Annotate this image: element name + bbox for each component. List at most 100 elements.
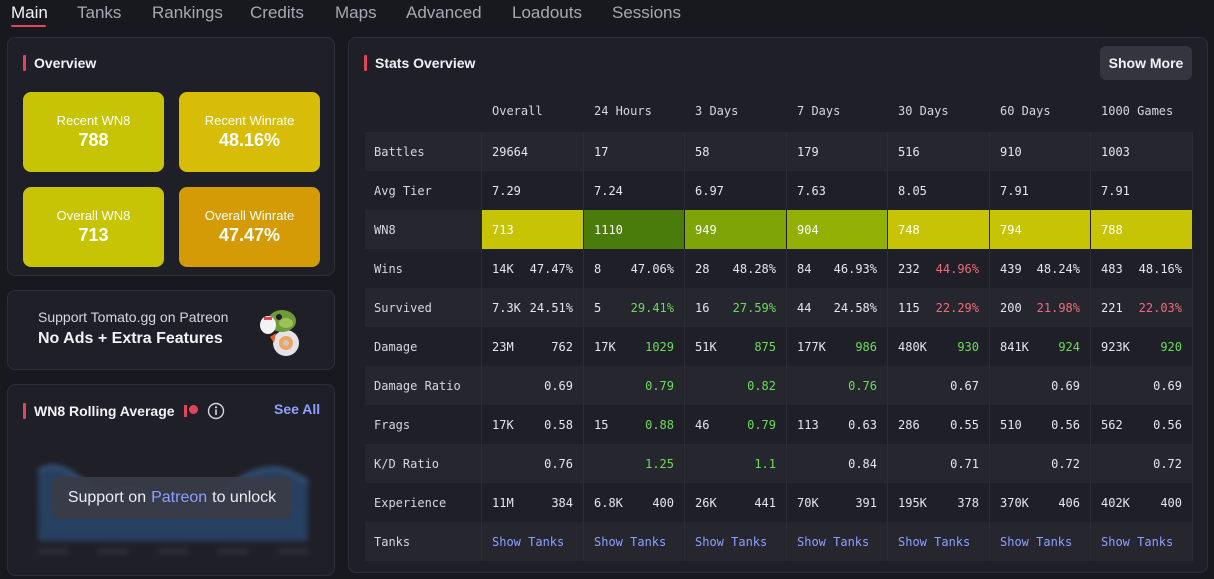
stat-value: 510 <box>1000 417 1022 432</box>
tab-maps[interactable]: Maps <box>335 3 377 22</box>
stat-secondary-value: 47.06% <box>630 261 674 276</box>
show-tanks-link[interactable]: Show Tanks <box>898 534 971 549</box>
stat-secondary-value: 378 <box>957 495 979 510</box>
row-label: Frags <box>365 405 482 444</box>
stat-secondary-value: 0.69 <box>1051 378 1080 393</box>
table-header-row: Overall 24 Hours 3 Days 7 Days 30 Days 60 Day… <box>365 90 1193 132</box>
stat-value: 179 <box>797 144 819 159</box>
stat-value: 480K <box>898 339 927 354</box>
stat-secondary-value: 22.29% <box>935 300 979 315</box>
tab-main[interactable]: Main <box>11 3 48 22</box>
stat-cell: 14K 47.47% <box>482 249 584 288</box>
stat-value: 713 <box>492 222 514 237</box>
stat-cell: 113 0.63 <box>787 405 888 444</box>
patreon-unlock-overlay: Support on Patreon to unlock <box>52 477 292 519</box>
stat-cell: 370K 406 <box>990 483 1091 522</box>
info-icon[interactable] <box>207 402 225 420</box>
stat-value: 177K <box>797 339 826 354</box>
stat-secondary-value: 29.41% <box>630 300 674 315</box>
stat-cell: 7.91 <box>1091 171 1193 210</box>
stat-cell: 232 44.96% <box>888 249 990 288</box>
tomato-mascot-icon <box>260 310 299 356</box>
stat-cell: 841K 924 <box>990 327 1091 366</box>
recent-wn8-value: 788 <box>78 130 109 150</box>
patreon-promo-card[interactable]: Support Tomato.gg on Patreon No Ads + Ex… <box>7 290 335 370</box>
table-row: Frags 17K 0.58 15 0.88 46 0.79 113 0.63 286 0.55 51… <box>365 405 1193 444</box>
stat-secondary-value: 986 <box>855 339 877 354</box>
stat-cell: 15 0.88 <box>584 405 685 444</box>
stat-cell: 402K 400 <box>1091 483 1193 522</box>
tab-tanks[interactable]: Tanks <box>77 3 122 22</box>
stat-value: 748 <box>898 222 920 237</box>
tab-rankings[interactable]: Rankings <box>152 3 223 22</box>
stat-cell: 0.82 <box>685 366 787 405</box>
stat-value: 23M <box>492 339 514 354</box>
row-label: Battles <box>365 132 482 171</box>
show-tanks-link[interactable]: Show Tanks <box>594 534 667 549</box>
show-tanks-link[interactable]: Show Tanks <box>797 534 870 549</box>
main-tabs: Main Tanks Rankings Credits Maps Advance… <box>0 0 1214 32</box>
stat-cell: 28 48.28% <box>685 249 787 288</box>
stat-value: 17 <box>594 144 609 159</box>
recent-wn8-label: Recent WN8 <box>56 113 131 128</box>
stat-cell: 1110 <box>584 210 685 249</box>
wn8-rolling-card: WN8 Rolling Average See All Support on P… <box>7 384 335 576</box>
stat-value: 28 <box>695 261 710 276</box>
stat-cell: 0.71 <box>888 444 990 483</box>
show-tanks-link[interactable]: Show Tanks <box>1101 534 1174 549</box>
stat-secondary-value: 21.98% <box>1036 300 1080 315</box>
stat-value: 7.63 <box>797 183 826 198</box>
see-all-link[interactable]: See All <box>274 401 321 417</box>
overview-title-text: Overview <box>34 55 97 71</box>
stat-secondary-value: 0.69 <box>1153 378 1182 393</box>
stat-value: 7.91 <box>1000 183 1029 198</box>
stat-cell: 23M 762 <box>482 327 584 366</box>
stat-cell: 0.76 <box>482 444 584 483</box>
tab-advanced[interactable]: Advanced <box>406 3 482 22</box>
stat-cell: 7.63 <box>787 171 888 210</box>
show-tanks-link[interactable]: Show Tanks <box>695 534 768 549</box>
stat-cell[interactable]: Show Tanks <box>584 522 685 561</box>
row-label: Wins <box>365 249 482 288</box>
recent-wn8-tile: Recent WN8 788 <box>23 92 164 172</box>
stat-value: 17K <box>594 339 616 354</box>
stat-cell: 51K 875 <box>685 327 787 366</box>
stat-cell: 221 22.03% <box>1091 288 1193 327</box>
stat-cell: 904 <box>787 210 888 249</box>
stat-cell[interactable]: Show Tanks <box>787 522 888 561</box>
stat-value: 7.3K <box>492 300 521 315</box>
patreon-link[interactable]: Patreon <box>151 489 208 506</box>
tab-loadouts[interactable]: Loadouts <box>512 3 582 22</box>
stat-cell[interactable]: Show Tanks <box>685 522 787 561</box>
stat-value: 29664 <box>492 144 529 159</box>
show-more-button[interactable]: Show More <box>1100 46 1192 80</box>
recent-winrate-tile: Recent Winrate 48.16% <box>179 92 320 172</box>
stat-value: 370K <box>1000 495 1029 510</box>
stat-cell: 0.72 <box>990 444 1091 483</box>
stat-cell[interactable]: Show Tanks <box>888 522 990 561</box>
tab-credits[interactable]: Credits <box>250 3 304 22</box>
stat-cell[interactable]: Show Tanks <box>990 522 1091 561</box>
stat-cell: 516 <box>888 132 990 171</box>
stat-secondary-value: 48.28% <box>732 261 776 276</box>
overall-wn8-tile: Overall WN8 713 <box>23 187 164 267</box>
stat-cell: 17K 0.58 <box>482 405 584 444</box>
tab-sessions[interactable]: Sessions <box>612 3 681 22</box>
stat-value: 923K <box>1101 339 1130 354</box>
stat-cell[interactable]: Show Tanks <box>482 522 584 561</box>
column-header: Overall <box>482 90 584 132</box>
stat-cell: 483 48.16% <box>1091 249 1193 288</box>
show-tanks-link[interactable]: Show Tanks <box>1000 534 1073 549</box>
stat-cell[interactable]: Show Tanks <box>1091 522 1193 561</box>
stat-secondary-value: 0.88 <box>645 417 674 432</box>
patreon-icon <box>183 405 198 417</box>
stat-value: 15 <box>594 417 609 432</box>
table-row: Battles 29664 17 58 179 516 910 1003 <box>365 132 1193 171</box>
show-tanks-link[interactable]: Show Tanks <box>492 534 565 549</box>
patreon-support-text: Support Tomato.gg on Patreon <box>38 309 229 325</box>
stat-value: 910 <box>1000 144 1022 159</box>
stat-value: 483 <box>1101 261 1123 276</box>
stat-secondary-value: 1.1 <box>754 456 776 471</box>
table-row: Damage Ratio 0.69 0.79 0.82 0.76 0.67 0.69 0.69 <box>365 366 1193 405</box>
stat-value: 58 <box>695 144 710 159</box>
